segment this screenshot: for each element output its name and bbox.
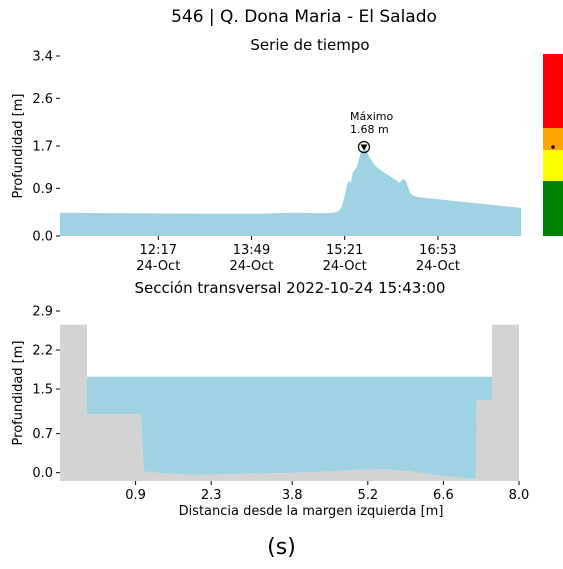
cross-section-x-ticks: 0.9 2.3 3.8 5.2 6.6 8.0 bbox=[125, 481, 529, 503]
cross-section-x-tick-label: 8.0 bbox=[509, 488, 530, 503]
time-series-panel: Serie de tiempo 0.00.91.72.63.4 12:1724-… bbox=[11, 36, 521, 274]
cross-section-x-label: Distancia desde la margen izquierda [m] bbox=[179, 504, 444, 519]
time-series-x-tick-time: 15:21 bbox=[326, 243, 363, 258]
cross-section-terrain bbox=[60, 324, 519, 481]
max-marker-circle bbox=[357, 140, 371, 154]
cross-section-x-tick-label: 0.9 bbox=[125, 488, 146, 503]
risk-level-green bbox=[543, 181, 563, 236]
cross-section-y-label: Profundidad [m] bbox=[11, 341, 26, 446]
time-series-x-tick-date: 24-Oct bbox=[136, 259, 180, 274]
cross-section-title: Sección transversal 2022-10-24 15:43:00 bbox=[135, 279, 446, 297]
time-series-y-label: Profundidad [m] bbox=[11, 94, 26, 199]
max-annotation: Máximo 1.68 m bbox=[350, 110, 394, 154]
cross-section-y-tick-label: 0.7 bbox=[32, 427, 53, 442]
cross-section-x-tick-label: 6.6 bbox=[433, 488, 454, 503]
cross-section-y-ticks: 0.0 0.7 1.5 2.2 2.9 bbox=[32, 305, 60, 481]
cross-section-y-tick-label: 2.2 bbox=[32, 344, 53, 359]
time-series-x-tick-time: 12:17 bbox=[140, 243, 177, 258]
time-series-y-tick-label: 2.6 bbox=[32, 92, 53, 107]
time-series-y-ticks: 0.0 0.9 1.7 2.6 3.4 bbox=[32, 50, 60, 245]
cross-section-x-tick-label: 5.2 bbox=[357, 488, 378, 503]
figure-caption: (s) bbox=[267, 535, 296, 560]
risk-level-yellow bbox=[543, 150, 563, 181]
max-marker-triangle-icon bbox=[360, 144, 368, 151]
time-series-x-tick-date: 24-Oct bbox=[323, 259, 367, 274]
max-annotation-label: Máximo bbox=[350, 110, 394, 123]
cross-section-x-tick-label: 2.3 bbox=[201, 488, 222, 503]
cross-section-x-tick-label: 3.8 bbox=[282, 488, 303, 503]
cross-section-y-tick-label: 2.9 bbox=[32, 305, 53, 320]
cross-section-y-tick-label: 1.5 bbox=[32, 383, 53, 398]
max-annotation-value: 1.68 m bbox=[350, 123, 389, 136]
cross-section-water bbox=[60, 324, 519, 480]
time-series-x-tick-time: 16:53 bbox=[419, 243, 456, 258]
risk-color-scale bbox=[543, 54, 563, 236]
risk-level-red bbox=[543, 54, 563, 128]
time-series-y-tick-label: 0.9 bbox=[32, 182, 53, 197]
risk-level-orange bbox=[543, 128, 563, 150]
risk-level-marker bbox=[551, 145, 555, 149]
time-series-title: Serie de tiempo bbox=[250, 36, 369, 54]
time-series-y-tick-label: 1.7 bbox=[32, 140, 53, 155]
cross-section-y-tick-label: 0.0 bbox=[32, 466, 53, 481]
time-series-x-tick-time: 13:49 bbox=[233, 243, 270, 258]
time-series-y-tick-label: 3.4 bbox=[32, 50, 53, 65]
time-series-area bbox=[60, 147, 521, 236]
time-series-x-tick-date: 24-Oct bbox=[229, 259, 273, 274]
time-series-y-tick-label: 0.0 bbox=[32, 230, 53, 245]
time-series-x-ticks: 12:1724-Oct13:4924-Oct15:2124-Oct16:5324… bbox=[136, 236, 460, 274]
figure-title: 546 | Q. Dona Maria - El Salado bbox=[171, 7, 437, 27]
time-series-x-tick-date: 24-Oct bbox=[416, 259, 460, 274]
cross-section-panel: Sección transversal 2022-10-24 15:43:00 … bbox=[11, 279, 529, 519]
